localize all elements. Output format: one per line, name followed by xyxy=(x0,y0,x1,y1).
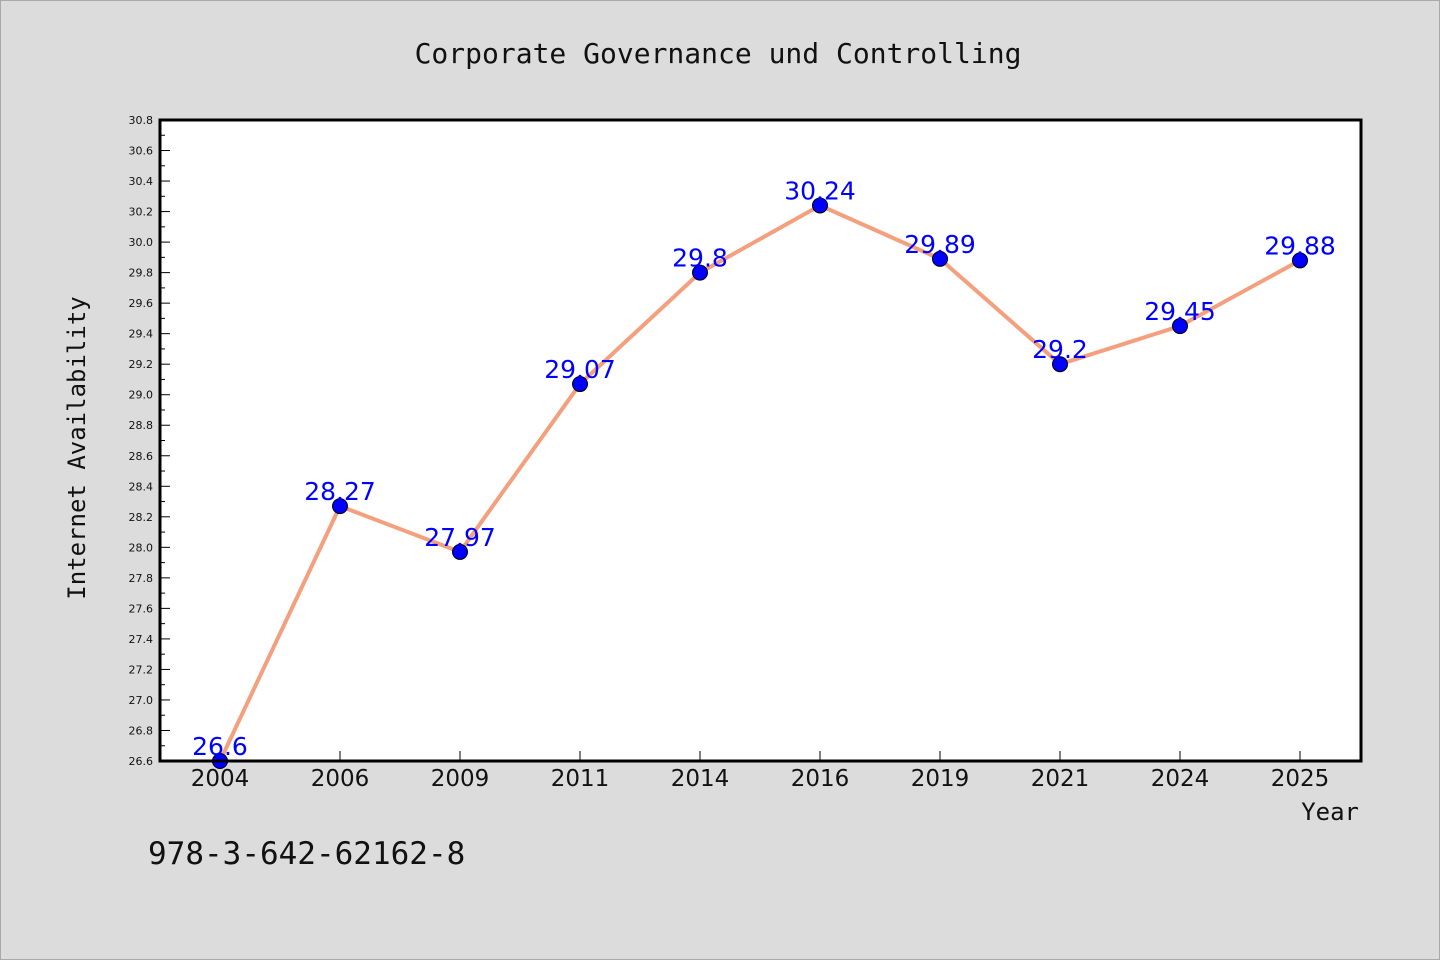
data-label: 30.24 xyxy=(784,176,856,205)
data-label: 29.89 xyxy=(904,230,976,259)
data-point xyxy=(1172,318,1188,335)
x-tick-label: 2016 xyxy=(791,766,850,792)
y-tick-label: 27.0 xyxy=(129,694,154,707)
series-markers xyxy=(212,197,1308,769)
y-tick-label: 28.8 xyxy=(129,419,154,432)
plot-area xyxy=(160,120,1361,761)
x-tick-label: 2014 xyxy=(671,766,730,792)
series-line xyxy=(218,203,1301,762)
y-tick-label: 29.2 xyxy=(129,358,154,371)
y-axis-label: Internet Availability xyxy=(63,296,91,599)
data-labels: 26.6 28.27 27.97 29.07 29.8 30.24 29.89 29.2 29.… xyxy=(192,176,1336,761)
y-tick-label: 28.2 xyxy=(129,511,154,524)
x-tick-label: 2025 xyxy=(1271,766,1330,792)
y-tick-label: 27.2 xyxy=(129,663,154,676)
data-label: 29.45 xyxy=(1144,297,1216,326)
data-label: 29.2 xyxy=(1032,335,1088,364)
y-tick-label: 28.0 xyxy=(129,541,154,554)
data-point xyxy=(572,376,588,393)
data-point xyxy=(932,250,948,267)
data-label: 29.07 xyxy=(544,355,616,384)
y-axis-ticks: 26.6 26.8 27.0 27.2 27.4 27.6 27.8 28.0 28.2 28.4… xyxy=(129,114,170,768)
x-axis-ticks: 2004 2006 2009 2011 2014 2016 2019 2021 2024 2025 xyxy=(191,751,1330,792)
data-point xyxy=(332,498,348,515)
data-label: 29.8 xyxy=(672,244,728,273)
data-label: 26.6 xyxy=(192,732,248,761)
y-tick-label: 30.4 xyxy=(129,175,154,188)
data-label: 29.88 xyxy=(1264,231,1336,260)
data-label: 27.97 xyxy=(424,523,496,552)
data-point xyxy=(1292,252,1308,269)
x-tick-label: 2006 xyxy=(311,766,370,792)
y-tick-label: 28.6 xyxy=(129,450,154,463)
x-tick-label: 2011 xyxy=(551,766,610,792)
x-tick-label: 2004 xyxy=(191,766,250,792)
data-point xyxy=(452,543,468,560)
y-tick-label: 30.6 xyxy=(129,145,154,158)
x-tick-label: 2024 xyxy=(1151,766,1210,792)
data-point xyxy=(1052,356,1068,373)
y-tick-label: 30.0 xyxy=(129,236,154,249)
y-tick-label: 27.4 xyxy=(129,633,154,646)
data-point xyxy=(812,197,828,214)
y-tick-label: 27.6 xyxy=(129,602,154,615)
isbn-footer: 978-3-642-62162-8 xyxy=(148,836,465,872)
y-tick-label: 28.4 xyxy=(129,480,154,493)
y-tick-label: 30.2 xyxy=(129,206,154,219)
x-axis-label: Year xyxy=(1301,798,1359,826)
x-tick-label: 2021 xyxy=(1031,766,1090,792)
y-tick-label: 29.4 xyxy=(129,328,154,341)
data-label: 28.27 xyxy=(304,477,376,506)
y-tick-label: 29.8 xyxy=(129,267,154,280)
x-tick-label: 2009 xyxy=(431,766,490,792)
x-tick-label: 2019 xyxy=(911,766,970,792)
chart-title: Corporate Governance und Controlling xyxy=(415,37,1022,70)
y-tick-label: 26.8 xyxy=(129,724,154,737)
data-point xyxy=(692,264,708,281)
y-tick-label: 26.6 xyxy=(129,755,154,768)
y-tick-label: 29.6 xyxy=(129,297,154,310)
y-tick-label: 29.0 xyxy=(129,389,154,402)
y-tick-label: 30.8 xyxy=(129,114,154,127)
y-tick-label: 27.8 xyxy=(129,572,154,585)
plot-border xyxy=(158,118,1363,763)
